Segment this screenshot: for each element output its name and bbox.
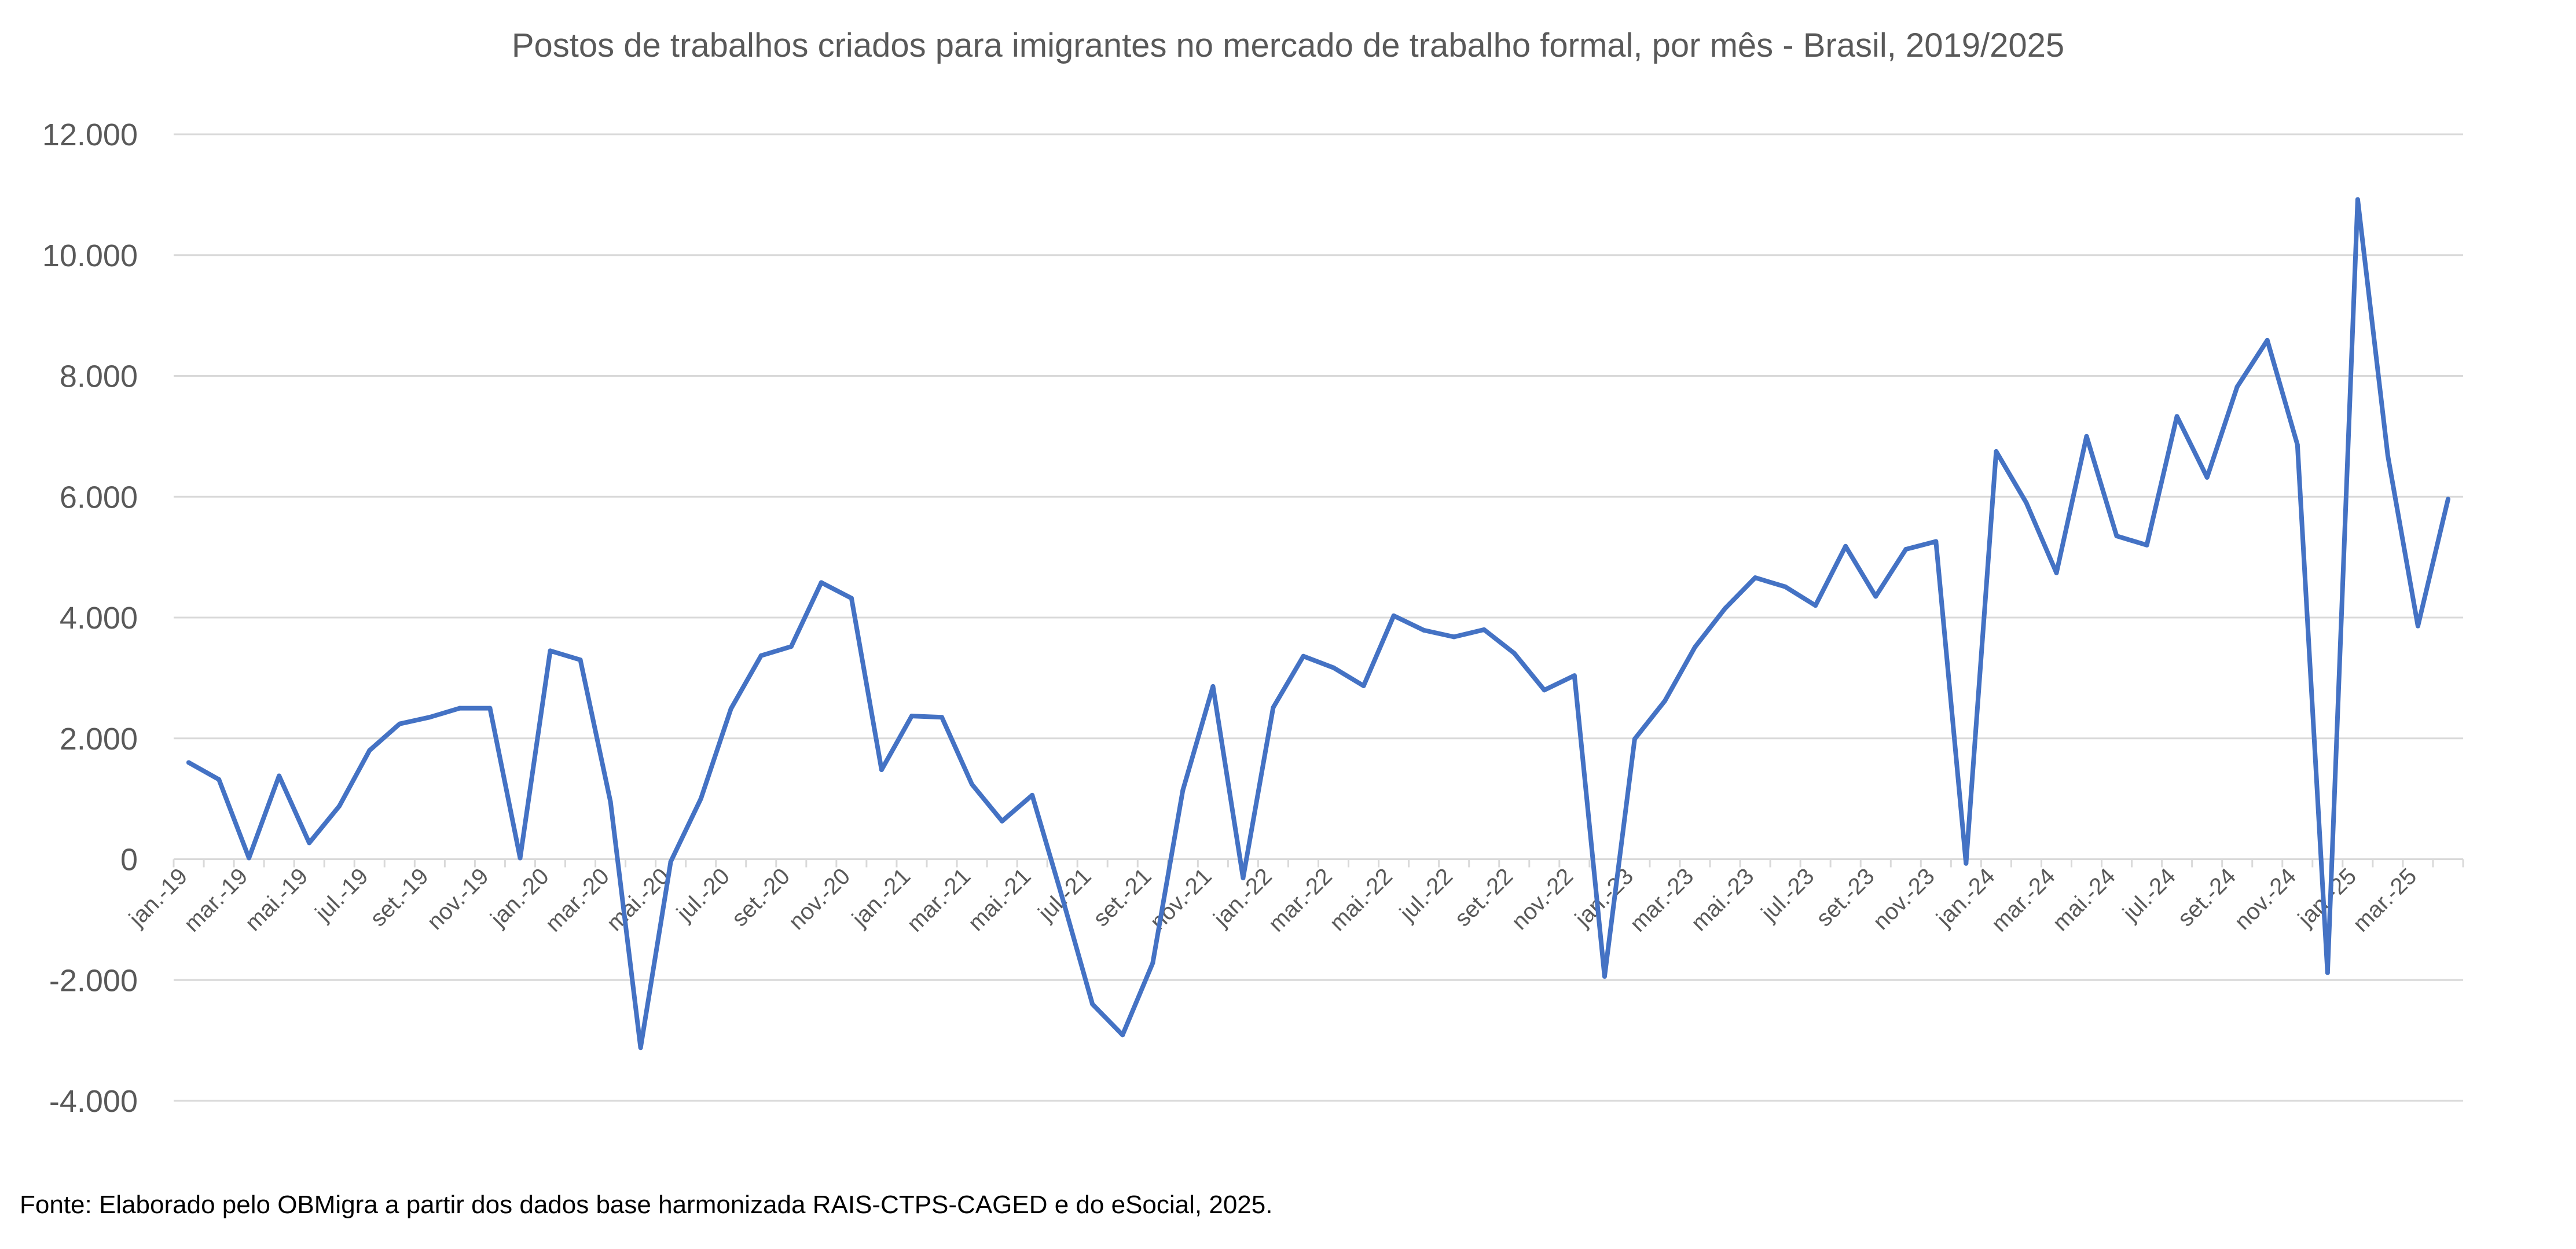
data-point: [2445, 497, 2450, 502]
data-point: [1602, 974, 1607, 979]
data-point: [1391, 613, 1396, 618]
data-point: [698, 796, 703, 802]
data-point: [1933, 539, 1939, 544]
y-tick-label: 10.000: [42, 238, 138, 273]
y-tick-label: 8.000: [60, 359, 138, 394]
data-point: [1511, 651, 1517, 656]
data-point: [2174, 414, 2179, 419]
data-point: [518, 855, 523, 861]
data-point: [307, 840, 312, 846]
data-point: [1271, 705, 1276, 710]
data-point: [186, 760, 192, 765]
y-tick-label: 2.000: [60, 722, 138, 756]
data-point: [1994, 449, 1999, 454]
data-point: [668, 859, 673, 864]
data-point: [2084, 434, 2089, 439]
data-point: [1060, 895, 1065, 901]
data-point: [1481, 627, 1487, 632]
data-point: [1692, 645, 1697, 650]
data-point: [578, 657, 583, 663]
data-point: [2325, 970, 2330, 975]
data-point: [427, 715, 432, 720]
data-point: [849, 596, 854, 601]
data-point: [1572, 673, 1577, 678]
data-point: [1542, 688, 1547, 693]
y-axis-tick-labels: -4.000 -2.000 0 2.000 4.000 6.000 8.000 10.000 1…: [42, 117, 138, 1119]
data-point: [1903, 547, 1909, 552]
data-point: [1783, 584, 1788, 589]
data-point: [2265, 337, 2270, 343]
data-point: [1843, 543, 1848, 549]
data-point: [1964, 861, 1969, 866]
data-point: [2054, 570, 2059, 575]
data-point: [2024, 500, 2029, 505]
data-point: [1030, 792, 1035, 798]
data-point: [1361, 683, 1366, 688]
data-point: [2204, 475, 2210, 480]
data-point: [1120, 1033, 1125, 1038]
data-point: [277, 773, 282, 778]
data-point: [2295, 442, 2300, 447]
data-point: [367, 748, 372, 753]
data-point: [1662, 699, 1667, 704]
data-point: [909, 714, 914, 719]
data-point: [2234, 384, 2240, 390]
y-tick-label: 6.000: [60, 480, 138, 515]
y-tick-label: 12.000: [42, 117, 138, 152]
series-layer: [186, 197, 2450, 1050]
data-point: [608, 799, 613, 804]
data-point: [1000, 818, 1005, 824]
data-point: [940, 715, 945, 720]
data-point: [337, 803, 342, 809]
data-point: [247, 855, 252, 861]
data-point: [1180, 788, 1186, 793]
data-point: [1421, 627, 1426, 633]
data-point: [1451, 634, 1456, 640]
data-point: [487, 706, 493, 711]
source-note: Fonte: Elaborado pelo OBMigra a partir d…: [20, 1191, 1272, 1219]
data-point: [2415, 623, 2420, 629]
data-point: [1150, 961, 1155, 966]
data-point: [1723, 606, 1728, 611]
data-point: [397, 721, 402, 726]
data-point: [2355, 197, 2360, 202]
data-point: [1241, 875, 1246, 880]
y-tick-label: 4.000: [60, 601, 138, 635]
data-point: [1632, 736, 1637, 741]
data-point: [758, 653, 764, 658]
data-point: [1331, 665, 1336, 670]
data-point: [2144, 542, 2149, 548]
data-point: [1873, 594, 1878, 599]
data-point: [1301, 653, 1306, 659]
data-point: [548, 648, 553, 653]
data-point: [457, 706, 463, 711]
data-point: [1090, 1002, 1095, 1006]
data-point: [788, 644, 794, 649]
data-point: [879, 767, 884, 773]
y-tick-label: -2.000: [49, 963, 138, 998]
data-point: [638, 1045, 643, 1050]
data-point: [216, 777, 222, 782]
y-tick-label: -4.000: [49, 1084, 138, 1119]
data-point: [2385, 453, 2390, 458]
data-point: [2114, 534, 2119, 539]
chart-title: Postos de trabalhos criados para imigran…: [512, 27, 2064, 64]
y-tick-label: 0: [120, 843, 138, 877]
series-line: [186, 197, 2450, 1050]
data-point: [819, 580, 824, 585]
data-point: [1210, 684, 1216, 689]
data-point: [728, 706, 733, 711]
data-point: [1813, 603, 1818, 608]
data-point: [970, 782, 975, 787]
gridlines: [173, 133, 2464, 1102]
data-point: [1753, 575, 1758, 581]
